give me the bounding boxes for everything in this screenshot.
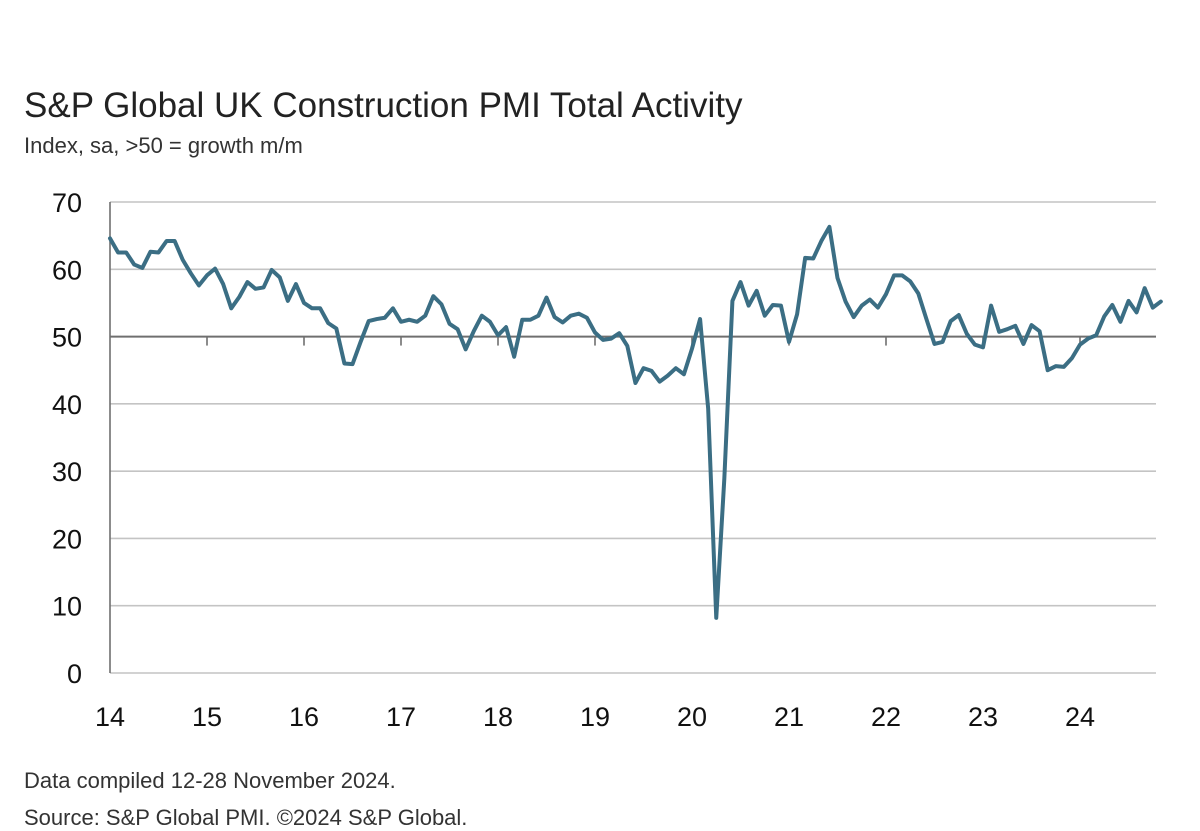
x-tick-labels: 14 15 16 17 18 19 20 21 22 23 24 [95,702,1095,732]
x-tick-label-15: 15 [192,702,222,732]
data-compiled-note: Data compiled 12-28 November 2024. [24,768,396,793]
x-tick-label-21: 21 [774,702,804,732]
x-tick-label-18: 18 [483,702,513,732]
y-tick-label-70: 70 [52,188,82,218]
source-note: Source: S&P Global PMI. ©2024 S&P Global… [24,805,468,830]
x-tick-label-16: 16 [289,702,319,732]
y-tick-label-20: 20 [52,524,82,554]
y-tick-label-30: 30 [52,457,82,487]
series-line-0 [108,224,1163,620]
y-tick-label-60: 60 [52,255,82,285]
series-layer [108,224,1163,620]
x-tick-label-20: 20 [677,702,707,732]
x-tick-label-22: 22 [871,702,901,732]
x-tick-label-14: 14 [95,702,125,732]
chart-title: S&P Global UK Construction PMI Total Act… [24,86,743,125]
x-tick-label-19: 19 [580,702,610,732]
y-tick-label-10: 10 [52,592,82,622]
y-tick-labels: 0 10 20 30 40 50 60 70 [52,188,82,689]
y-tick-label-50: 50 [52,323,82,353]
axes [109,202,1081,673]
chart-subtitle: Index, sa, >50 = growth m/m [24,133,303,158]
y-tick-label-0: 0 [67,659,82,689]
x-tick-label-23: 23 [968,702,998,732]
x-tick-label-24: 24 [1065,702,1095,732]
gridlines [110,201,1156,674]
y-tick-label-40: 40 [52,390,82,420]
x-tick-label-17: 17 [386,702,416,732]
